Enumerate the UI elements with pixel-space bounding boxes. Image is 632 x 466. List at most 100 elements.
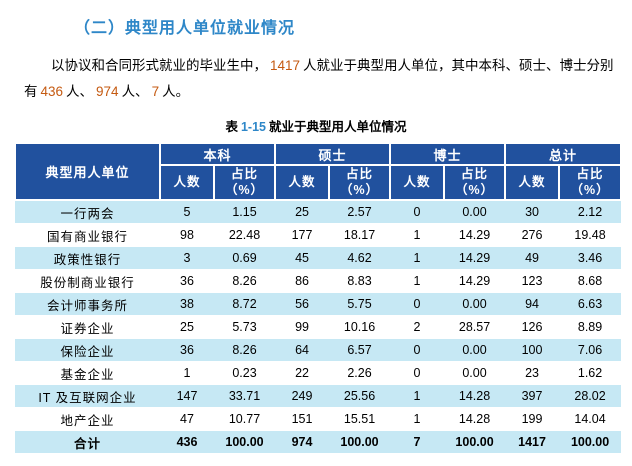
cell-value: 23 <box>505 361 560 385</box>
intro-paragraph: 以协议和合同形式就业的毕业生中， 1417 人就业于典型用人单位，其中本科、硕士、博… <box>24 53 616 105</box>
cell-value: 47 <box>160 407 214 431</box>
cell-value: 14.29 <box>444 246 506 270</box>
row-label: 会计师事务所 <box>15 292 160 316</box>
cell-value: 98 <box>160 223 214 247</box>
cell-value: 14.29 <box>444 223 506 247</box>
caption-prefix: 表 <box>225 120 238 134</box>
cell-value: 14.04 <box>559 407 622 431</box>
cell-value: 2.26 <box>329 361 391 385</box>
cell-value: 7 <box>390 430 445 453</box>
table-row: 政策性银行 3 0.69 45 4.62 1 14.29 49 3.46 <box>15 246 622 270</box>
cell-value: 436 <box>160 430 214 453</box>
cell-value: 5 <box>160 199 214 224</box>
paragraph-text: 人、 <box>121 84 149 99</box>
row-label: IT 及互联网企业 <box>15 384 160 408</box>
highlight-number-bachelor: 436 <box>40 84 64 99</box>
cell-value: 14.28 <box>444 384 506 408</box>
header-count-doctor: 人数 <box>389 164 446 201</box>
cell-value: 8.89 <box>559 315 622 339</box>
header-group-bachelor: 本科 <box>158 142 277 166</box>
caption-title: 就业于典型用人单位情况 <box>269 120 407 134</box>
cell-value: 28.57 <box>444 315 506 339</box>
row-label: 股份制商业银行 <box>15 269 160 293</box>
cell-value: 1.15 <box>214 199 276 224</box>
cell-value: 0.00 <box>444 292 506 316</box>
cell-value: 123 <box>505 269 560 293</box>
highlight-number-master: 974 <box>96 84 119 99</box>
header-group-master: 硕士 <box>274 142 392 166</box>
cell-value: 25 <box>275 199 330 224</box>
cell-value: 1 <box>390 407 445 431</box>
cell-value: 22 <box>275 361 330 385</box>
table-row: 股份制商业银行 36 8.26 86 8.83 1 14.29 123 8.68 <box>15 269 622 293</box>
cell-value: 1 <box>160 361 214 385</box>
cell-value: 100.00 <box>214 430 276 453</box>
cell-value: 100.00 <box>329 430 391 453</box>
section-heading: （二）典型用人单位就业情况 <box>74 20 296 37</box>
cell-value: 56 <box>275 292 330 316</box>
header-unit-type: 典型用人单位 <box>14 142 161 201</box>
cell-value: 0 <box>390 338 445 362</box>
cell-value: 126 <box>505 315 560 339</box>
cell-value: 7.06 <box>559 338 622 362</box>
cell-value: 3 <box>160 246 214 270</box>
header-pct-total: 占比 （%） <box>558 164 623 201</box>
cell-value: 0.00 <box>444 199 506 224</box>
cell-value: 45 <box>275 246 330 270</box>
header-pct-bachelor: 占比 （%） <box>212 164 277 201</box>
cell-value: 147 <box>160 384 214 408</box>
table-caption: 表 1-15 就业于典型用人单位情况 <box>0 116 632 135</box>
row-label: 国有商业银行 <box>15 223 160 247</box>
cell-value: 28.02 <box>559 384 622 408</box>
cell-value: 4.62 <box>329 246 391 270</box>
cell-value: 1417 <box>505 430 560 453</box>
cell-value: 18.17 <box>329 223 391 247</box>
cell-value: 151 <box>275 407 330 431</box>
cell-value: 30 <box>505 199 560 224</box>
cell-value: 1.62 <box>559 361 622 385</box>
table-row: 保险企业 36 8.26 64 6.57 0 0.00 100 7.06 <box>15 338 622 362</box>
cell-value: 3.46 <box>559 246 622 270</box>
cell-value: 94 <box>505 292 560 316</box>
cell-value: 19.48 <box>559 223 622 247</box>
cell-value: 8.68 <box>559 269 622 293</box>
cell-value: 0.69 <box>214 246 276 270</box>
cell-value: 8.26 <box>214 269 276 293</box>
cell-value: 177 <box>275 223 330 247</box>
cell-value: 100.00 <box>444 430 506 453</box>
highlight-number-total: 1417 <box>270 58 301 73</box>
paragraph-text: 人。 <box>162 84 190 99</box>
cell-value: 14.29 <box>444 269 506 293</box>
cell-value: 397 <box>505 384 560 408</box>
cell-value: 249 <box>275 384 330 408</box>
cell-value: 99 <box>275 315 330 339</box>
cell-value: 0.00 <box>444 361 506 385</box>
header-row-groups: 典型用人单位 本科 硕士 博士 总计 <box>14 142 623 201</box>
cell-value: 8.26 <box>214 338 276 362</box>
table-body: 一行两会 5 1.15 25 2.57 0 0.00 30 2.12 国有商业银行 98 22.48 1… <box>15 199 622 453</box>
cell-value: 25.56 <box>329 384 391 408</box>
cell-value: 86 <box>275 269 330 293</box>
header-group-total: 总计 <box>504 142 623 166</box>
header-group-doctor: 博士 <box>389 142 507 166</box>
cell-value: 6.57 <box>329 338 391 362</box>
row-label: 基金企业 <box>15 361 160 385</box>
cell-value: 49 <box>505 246 560 270</box>
cell-value: 33.71 <box>214 384 276 408</box>
row-label: 保险企业 <box>15 338 160 362</box>
header-count-master: 人数 <box>274 164 331 201</box>
header-pct-doctor: 占比 （%） <box>443 164 507 201</box>
cell-value: 6.63 <box>559 292 622 316</box>
cell-value: 5.75 <box>329 292 391 316</box>
table-row: 证券企业 25 5.73 99 10.16 2 28.57 126 8.89 <box>15 315 622 339</box>
cell-value: 1 <box>390 384 445 408</box>
row-label: 地产企业 <box>15 407 160 431</box>
employment-table: 典型用人单位 本科 硕士 博士 总计 人数 占比 （%） 人数 占比 （%） 人… <box>14 142 623 453</box>
cell-value: 36 <box>160 269 214 293</box>
row-label: 证券企业 <box>15 315 160 339</box>
table-row: 地产企业 47 10.77 151 15.51 1 14.28 199 14.04 <box>15 407 622 431</box>
cell-value: 100 <box>505 338 560 362</box>
cell-value: 0 <box>390 361 445 385</box>
table-row: 一行两会 5 1.15 25 2.57 0 0.00 30 2.12 <box>15 199 622 224</box>
paragraph-text: 人、 <box>66 84 94 99</box>
